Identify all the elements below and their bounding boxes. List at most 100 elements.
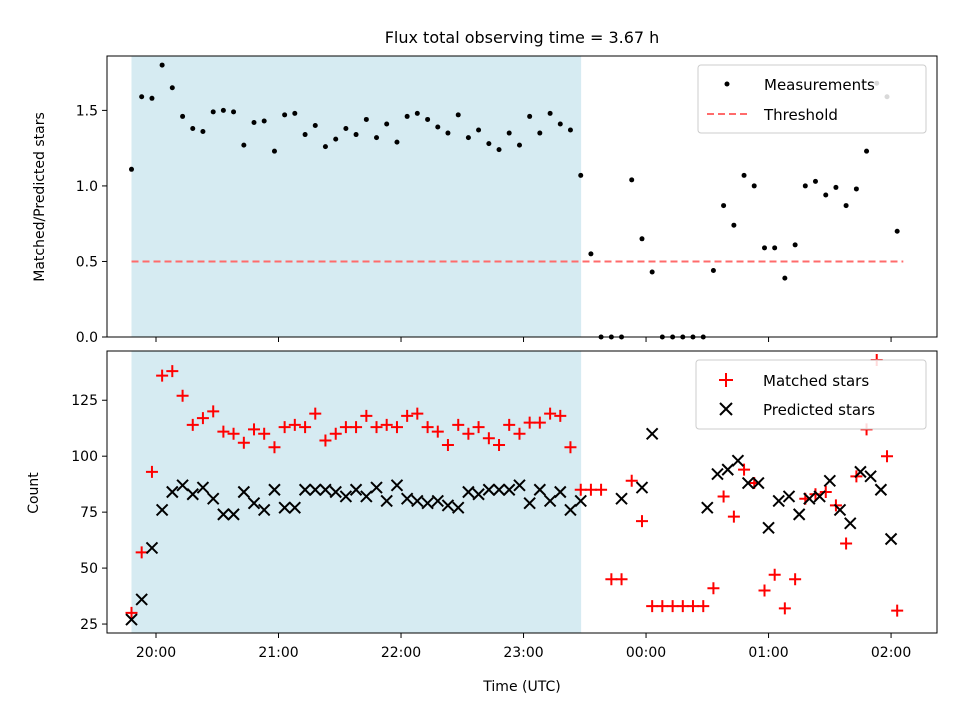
predicted-star-point <box>844 517 857 530</box>
matched-star-point <box>717 490 730 503</box>
measurement-point <box>567 127 573 133</box>
bottom-legend-box <box>695 359 927 430</box>
measurement-point <box>506 130 512 136</box>
matched-star-point <box>145 465 158 478</box>
top-shaded-span <box>131 56 582 337</box>
measurement-point <box>894 228 900 234</box>
matched-star-point <box>482 432 495 445</box>
bottom-y-tick-label: 50 <box>80 561 98 577</box>
measurement-point <box>282 112 288 118</box>
top-y-tick-label: 0.0 <box>76 330 98 346</box>
matched-star-point <box>196 412 209 425</box>
predicted-star-point <box>360 490 373 503</box>
matched-star-point <box>329 427 342 440</box>
measurement-point <box>516 142 522 148</box>
measurement-point <box>129 166 135 172</box>
matched-star-point <box>523 416 536 429</box>
measurement-point <box>843 203 849 209</box>
matched-star-point <box>595 483 608 496</box>
measurement-point <box>853 186 859 192</box>
predicted-star-point <box>833 503 847 517</box>
matched-star-point <box>493 439 506 451</box>
predicted-star-point <box>502 483 516 496</box>
measurement-point <box>496 147 502 153</box>
measurement-point <box>721 203 727 209</box>
predicted-star-point <box>288 501 302 514</box>
predicted-star-point <box>543 494 557 508</box>
measurement-point <box>486 141 492 147</box>
matched-star-point <box>676 600 689 613</box>
predicted-star-point <box>864 470 877 483</box>
matched-star-point <box>615 573 628 586</box>
legend-measurements-label: Measurements <box>764 76 875 94</box>
bottom-x-tick-label: 00:00 <box>626 645 666 661</box>
measurement-point <box>200 129 206 135</box>
predicted-star-point <box>298 483 312 496</box>
top-y-tick-label: 0.5 <box>76 254 98 270</box>
matched-star-point <box>472 421 485 434</box>
predicted-star-point <box>217 508 230 521</box>
legend-matched-label: Matched stars <box>763 372 869 390</box>
bottom-y-tick-label: 25 <box>80 617 98 633</box>
predicted-star-point <box>390 479 404 492</box>
predicted-stars-layer <box>125 427 898 626</box>
matched-star-point <box>462 427 475 440</box>
predicted-star-point <box>186 488 199 501</box>
predicted-star-point <box>421 496 434 510</box>
matched-star-point <box>380 418 393 431</box>
top-axes-frame <box>106 55 938 338</box>
predicted-star-point <box>370 481 383 494</box>
matched-star-point <box>881 450 894 463</box>
bottom-legend: Matched stars Predicted stars <box>695 359 927 430</box>
top-legend: Measurements Threshold <box>697 64 927 134</box>
measurement-point <box>782 275 788 281</box>
matched-star-point <box>758 584 771 597</box>
matched-star-point <box>625 474 638 487</box>
measurement-point <box>557 121 563 127</box>
matched-star-point <box>452 418 465 431</box>
matched-star-point <box>156 369 169 382</box>
matched-star-point <box>656 600 669 613</box>
predicted-star-point <box>813 490 826 503</box>
matched-star-point <box>401 409 414 422</box>
matched-star-point <box>809 488 822 501</box>
matched-star-point <box>727 510 740 523</box>
matched-star-point <box>533 416 546 429</box>
predicted-star-point <box>339 490 353 503</box>
matched-star-point <box>390 421 403 434</box>
matched-star-point <box>350 421 363 434</box>
measurement-point <box>864 148 870 154</box>
matched-star-point <box>125 606 138 619</box>
measurement-point <box>455 112 461 118</box>
measurement-point <box>363 116 369 122</box>
predicted-star-point <box>701 501 714 514</box>
matched-star-point <box>891 604 904 617</box>
measurement-point <box>261 118 267 124</box>
measurement-point <box>792 242 798 248</box>
predicted-star-point <box>380 494 393 508</box>
measurement-point <box>823 192 829 198</box>
matched-star-point <box>513 427 526 440</box>
measurement-point <box>547 110 553 116</box>
predicted-star-point <box>782 490 796 503</box>
predicted-star-point <box>227 508 240 521</box>
predicted-star-point <box>711 467 724 481</box>
matched-star-point <box>544 407 557 420</box>
matched-star-point <box>503 418 516 431</box>
measurement-point <box>292 110 298 116</box>
matched-star-point <box>554 409 567 422</box>
top-y-axis-label: Matched/Predicted stars <box>32 112 48 282</box>
matched-star-point <box>176 389 189 402</box>
predicted-star-point <box>452 501 465 514</box>
measurement-point <box>751 183 757 189</box>
predicted-star-point <box>196 481 210 494</box>
measurement-point <box>302 132 308 138</box>
predicted-star-point <box>762 521 775 535</box>
bottom-x-tick-label: 23:00 <box>503 645 543 661</box>
matched-star-point <box>605 573 618 586</box>
measurement-point <box>333 136 339 142</box>
predicted-star-point <box>329 485 342 499</box>
measurement-point <box>465 135 471 141</box>
matched-star-point <box>441 439 454 451</box>
predicted-star-point <box>731 454 745 467</box>
